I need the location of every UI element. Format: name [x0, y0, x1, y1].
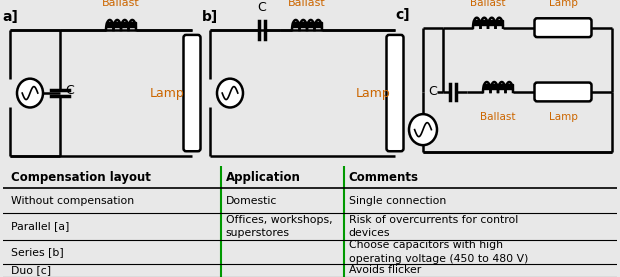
FancyBboxPatch shape	[534, 18, 591, 37]
Text: C: C	[65, 84, 74, 97]
Bar	[473, 20, 503, 25]
Text: b]: b]	[202, 10, 218, 24]
Text: C: C	[428, 86, 437, 98]
Text: Offices, workshops,
superstores: Offices, workshops, superstores	[226, 215, 332, 238]
Bar	[483, 84, 513, 89]
Text: Ballast: Ballast	[480, 112, 516, 122]
Text: Without compensation: Without compensation	[11, 196, 134, 206]
FancyBboxPatch shape	[386, 35, 404, 151]
Text: Series [b]: Series [b]	[11, 247, 64, 257]
Text: a]: a]	[2, 10, 18, 24]
Text: c]: c]	[395, 8, 410, 22]
Text: Lamp: Lamp	[356, 87, 391, 99]
Text: Comments: Comments	[348, 171, 419, 184]
Text: Lamp: Lamp	[549, 112, 577, 122]
Text: Domestic: Domestic	[226, 196, 277, 206]
Text: Lamp: Lamp	[549, 0, 577, 8]
Text: C: C	[258, 1, 267, 14]
Text: Ballast: Ballast	[288, 0, 326, 8]
Text: Avoids flicker: Avoids flicker	[348, 265, 421, 275]
Text: Compensation layout: Compensation layout	[11, 171, 151, 184]
Bar	[292, 22, 322, 27]
Text: Ballast: Ballast	[102, 0, 140, 8]
FancyBboxPatch shape	[184, 35, 200, 151]
Text: Ballast: Ballast	[470, 0, 506, 8]
Text: Lamp: Lamp	[149, 87, 184, 99]
Bar	[106, 22, 136, 27]
Text: Single connection: Single connection	[348, 196, 446, 206]
Circle shape	[409, 114, 437, 145]
FancyBboxPatch shape	[534, 83, 591, 101]
Text: Duo [c]: Duo [c]	[11, 265, 51, 275]
Circle shape	[17, 79, 43, 107]
Text: Choose capacitors with high
operating voltage (450 to 480 V): Choose capacitors with high operating vo…	[348, 240, 528, 264]
Text: Risk of overcurrents for control
devices: Risk of overcurrents for control devices	[348, 215, 518, 238]
Circle shape	[217, 79, 243, 107]
Text: Parallel [a]: Parallel [a]	[11, 222, 69, 232]
Text: Application: Application	[226, 171, 301, 184]
